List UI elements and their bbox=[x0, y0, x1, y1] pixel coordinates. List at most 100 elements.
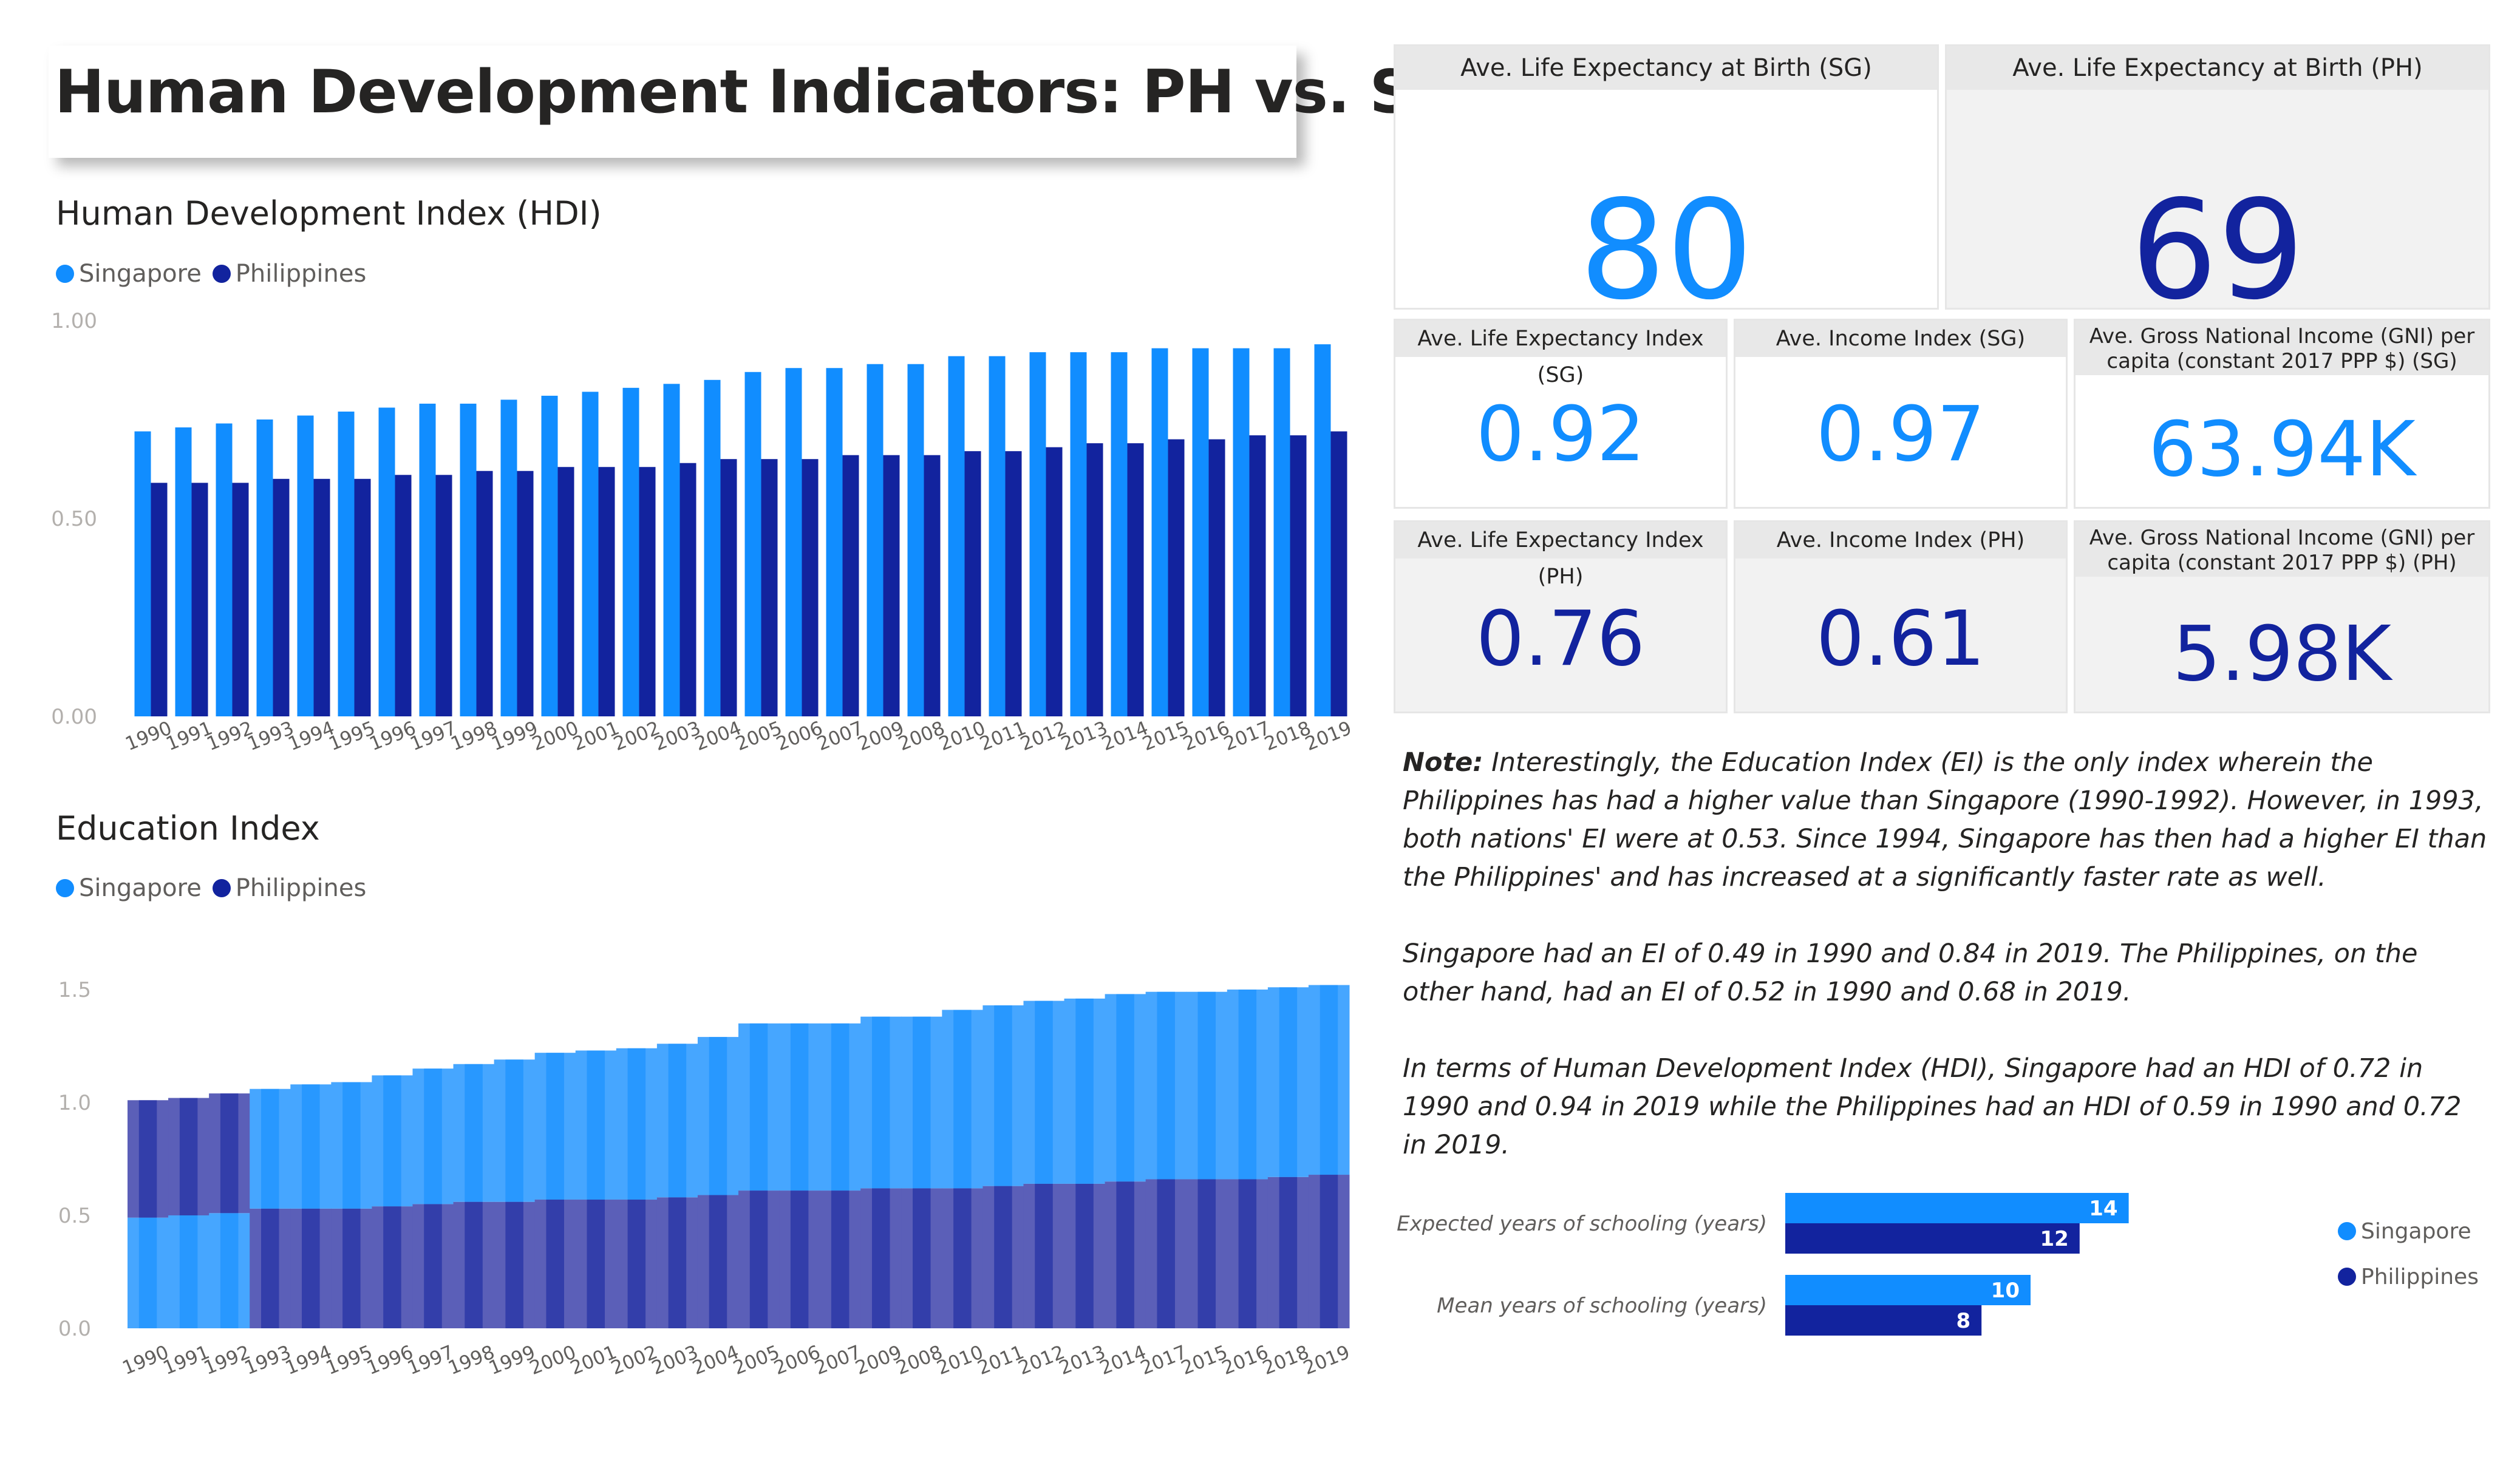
column-bar-bottom bbox=[831, 1190, 850, 1328]
note-paragraph-1: Note: Interestingly, the Education Index… bbox=[1403, 747, 2487, 892]
bar-singapore bbox=[948, 356, 965, 716]
column-bar-bottom bbox=[302, 1208, 320, 1328]
column-bar-bottom bbox=[1197, 1179, 1216, 1328]
column-bar-bottom bbox=[1035, 1183, 1053, 1328]
bar-singapore bbox=[663, 384, 680, 716]
card-label: Ave. Income Index (SG) bbox=[1735, 321, 2066, 357]
column-bar-top bbox=[1197, 991, 1216, 1180]
bar-singapore bbox=[1111, 352, 1128, 716]
edu-area-chart: 0.00.51.01.51990199119921993199419951996… bbox=[58, 978, 1353, 1379]
column-bar-top bbox=[383, 1075, 401, 1207]
column-bar-bottom bbox=[1238, 1179, 1257, 1328]
bar-philippines bbox=[1168, 439, 1185, 716]
bar-singapore bbox=[175, 427, 192, 716]
column-bar-bottom bbox=[953, 1188, 972, 1328]
bar-philippines bbox=[476, 470, 493, 716]
edu-legend[interactable]: Singapore Philippines bbox=[56, 874, 377, 902]
bar-philippines bbox=[639, 467, 656, 716]
legend-dot-icon bbox=[2338, 1222, 2356, 1240]
column-bar-top bbox=[1279, 987, 1298, 1177]
bar-singapore bbox=[134, 431, 151, 716]
y-tick-label: 1.5 bbox=[58, 978, 91, 1002]
column-bar-bottom bbox=[342, 1208, 361, 1328]
y-tick-label: 1.0 bbox=[58, 1091, 91, 1115]
column-bar-bottom bbox=[994, 1186, 1012, 1328]
note-label: Note: bbox=[1403, 747, 1483, 778]
bar-singapore bbox=[582, 392, 599, 716]
column-bar-top bbox=[913, 1016, 931, 1189]
bar-philippines bbox=[1249, 435, 1266, 716]
column-bar-top bbox=[790, 1023, 809, 1191]
bar-singapore bbox=[541, 395, 558, 716]
hdi-legend[interactable]: Singapore Philippines bbox=[56, 260, 377, 288]
column-bar-top bbox=[1035, 1000, 1053, 1184]
category-label: Expected years of schooling (years) bbox=[1397, 1212, 1767, 1236]
column-bar-bottom bbox=[1075, 1183, 1094, 1328]
title-box: Human Development Indicators: PH vs. SG bbox=[49, 46, 1460, 158]
bar-singapore bbox=[216, 423, 233, 716]
bar-philippines bbox=[273, 478, 290, 716]
card-label: Ave. Income Index (PH) bbox=[1735, 522, 2066, 559]
bar-singapore bbox=[297, 415, 314, 716]
column-bar-bottom bbox=[465, 1201, 483, 1328]
x-tick-label: 2019 bbox=[1300, 1341, 1353, 1379]
card-label: Ave. Gross National Income (GNI) per cap… bbox=[2076, 522, 2488, 577]
card-value: 5.98K bbox=[2172, 610, 2392, 698]
bar-philippines bbox=[354, 478, 371, 716]
column-bar-top bbox=[1116, 994, 1134, 1182]
hdi-legend-philippines[interactable]: Philippines bbox=[212, 260, 366, 288]
bar-philippines bbox=[1208, 439, 1225, 716]
bar-singapore bbox=[1070, 352, 1087, 716]
bar-philippines bbox=[883, 455, 900, 716]
category-label: Mean years of schooling (years) bbox=[1437, 1294, 1767, 1318]
bar-singapore bbox=[1314, 344, 1331, 716]
card-value: 0.76 bbox=[1476, 595, 1646, 683]
note-paragraph-2: Singapore had an EI of 0.49 in 1990 and … bbox=[1403, 939, 2418, 1007]
bar-singapore bbox=[744, 372, 761, 716]
bar-singapore bbox=[867, 364, 884, 716]
bar-singapore bbox=[907, 364, 924, 716]
data-label: 10 bbox=[1991, 1279, 2020, 1303]
legend-label: Singapore bbox=[2361, 1219, 2471, 1244]
column-bar-top bbox=[302, 1084, 320, 1209]
edu-chart-title: Education Index bbox=[56, 809, 320, 847]
column-bar-top bbox=[1157, 991, 1175, 1180]
y-tick-label: 0.50 bbox=[51, 507, 97, 531]
bar-singapore bbox=[1029, 352, 1046, 716]
column-bar-top bbox=[342, 1082, 361, 1209]
page-title: Human Development Indicators: PH vs. SG bbox=[55, 58, 1460, 127]
bar-singapore bbox=[500, 399, 517, 716]
column-bar-bottom bbox=[587, 1199, 605, 1328]
edu-legend-singapore[interactable]: Singapore bbox=[56, 874, 202, 902]
column-bar-bottom bbox=[546, 1199, 564, 1328]
bar-singapore bbox=[1785, 1275, 2031, 1305]
column-bar-bottom bbox=[138, 1217, 157, 1328]
column-bar-top bbox=[424, 1068, 442, 1204]
column-bar-bottom bbox=[709, 1195, 727, 1328]
column-bar-top bbox=[505, 1059, 523, 1202]
column-bar-top bbox=[953, 1010, 972, 1189]
hdi-bar-chart: 0.000.501.001990199119921993199419951996… bbox=[51, 309, 1355, 755]
column-bar-top bbox=[1075, 998, 1094, 1184]
card-le-index-ph: Ave. Life Expectancy Index (PH) 0.76 bbox=[1394, 520, 1728, 713]
hdi-legend-singapore[interactable]: Singapore bbox=[56, 260, 202, 288]
edu-legend-philippines[interactable]: Philippines bbox=[212, 874, 366, 902]
bar-philippines bbox=[557, 467, 574, 716]
bar-philippines bbox=[517, 470, 534, 716]
bar-philippines bbox=[313, 478, 330, 716]
x-tick-label: 2019 bbox=[1302, 717, 1355, 755]
bar-philippines bbox=[191, 483, 208, 716]
bar-singapore bbox=[704, 379, 721, 716]
note-paragraph-3: In terms of Human Development Index (HDI… bbox=[1403, 1053, 2462, 1160]
legend-dot-icon bbox=[212, 265, 231, 283]
legend-label: Philippines bbox=[2361, 1265, 2479, 1289]
column-bar-bottom bbox=[179, 1215, 198, 1328]
column-bar-bottom bbox=[261, 1208, 279, 1328]
y-tick-label: 0.0 bbox=[58, 1317, 91, 1341]
card-value: 69 bbox=[2130, 171, 2305, 330]
bar-philippines bbox=[1086, 443, 1103, 716]
column-bar-bottom bbox=[1320, 1175, 1338, 1328]
bar-singapore bbox=[785, 368, 802, 716]
card-le-index-sg: Ave. Life Expectancy Index (SG) 0.92 bbox=[1394, 319, 1728, 509]
legend-dot-icon bbox=[56, 265, 74, 283]
